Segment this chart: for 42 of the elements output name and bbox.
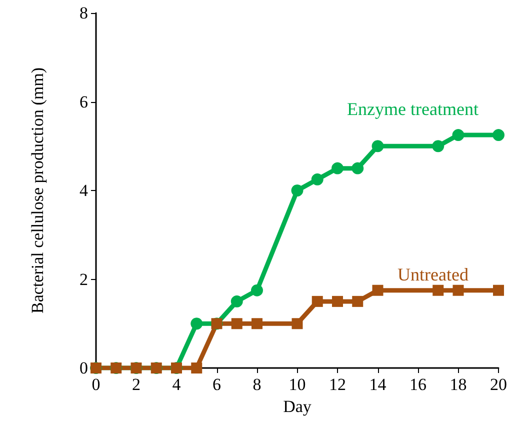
series-label: Untreated [398, 264, 468, 284]
x-tick-label: 10 [288, 375, 306, 394]
series-label: Enzyme treatment [347, 99, 478, 120]
x-tick-label: 12 [329, 375, 346, 394]
y-tick-label: 2 [80, 270, 88, 289]
x-tick-label: 14 [369, 375, 387, 394]
point [493, 284, 504, 296]
x-tick-label: 16 [410, 375, 426, 394]
point [332, 296, 343, 307]
x-tick-label: 4 [172, 375, 182, 394]
point [230, 295, 243, 308]
point [292, 318, 303, 330]
point [190, 318, 203, 330]
x-tick-label: 18 [450, 375, 467, 394]
point [432, 284, 444, 296]
point [251, 284, 263, 296]
point [231, 318, 242, 330]
y-tick-label: 4 [80, 181, 88, 200]
x-axis-title: Day [283, 397, 312, 416]
point [252, 318, 262, 330]
point [352, 162, 364, 174]
y-tick-label: 0 [80, 358, 88, 378]
point [372, 284, 384, 296]
point [452, 129, 464, 142]
point [352, 296, 364, 307]
point [311, 173, 324, 186]
x-tick-label: 8 [252, 375, 262, 394]
point [492, 129, 504, 142]
point [372, 140, 384, 152]
point [312, 296, 323, 307]
point [291, 184, 304, 196]
x-tick-label: 0 [92, 375, 100, 394]
point [191, 362, 202, 374]
y-axis-title: Bacterial cellulose production (mm) [28, 68, 47, 314]
x-tick-label: 2 [132, 375, 140, 394]
x-tick-label: 6 [212, 375, 221, 394]
y-tick-label: 6 [80, 92, 88, 112]
point [452, 284, 464, 296]
y-tick-label: 8 [80, 4, 88, 22]
x-tick-label: 20 [490, 375, 507, 394]
point [332, 162, 344, 174]
point [432, 140, 444, 152]
